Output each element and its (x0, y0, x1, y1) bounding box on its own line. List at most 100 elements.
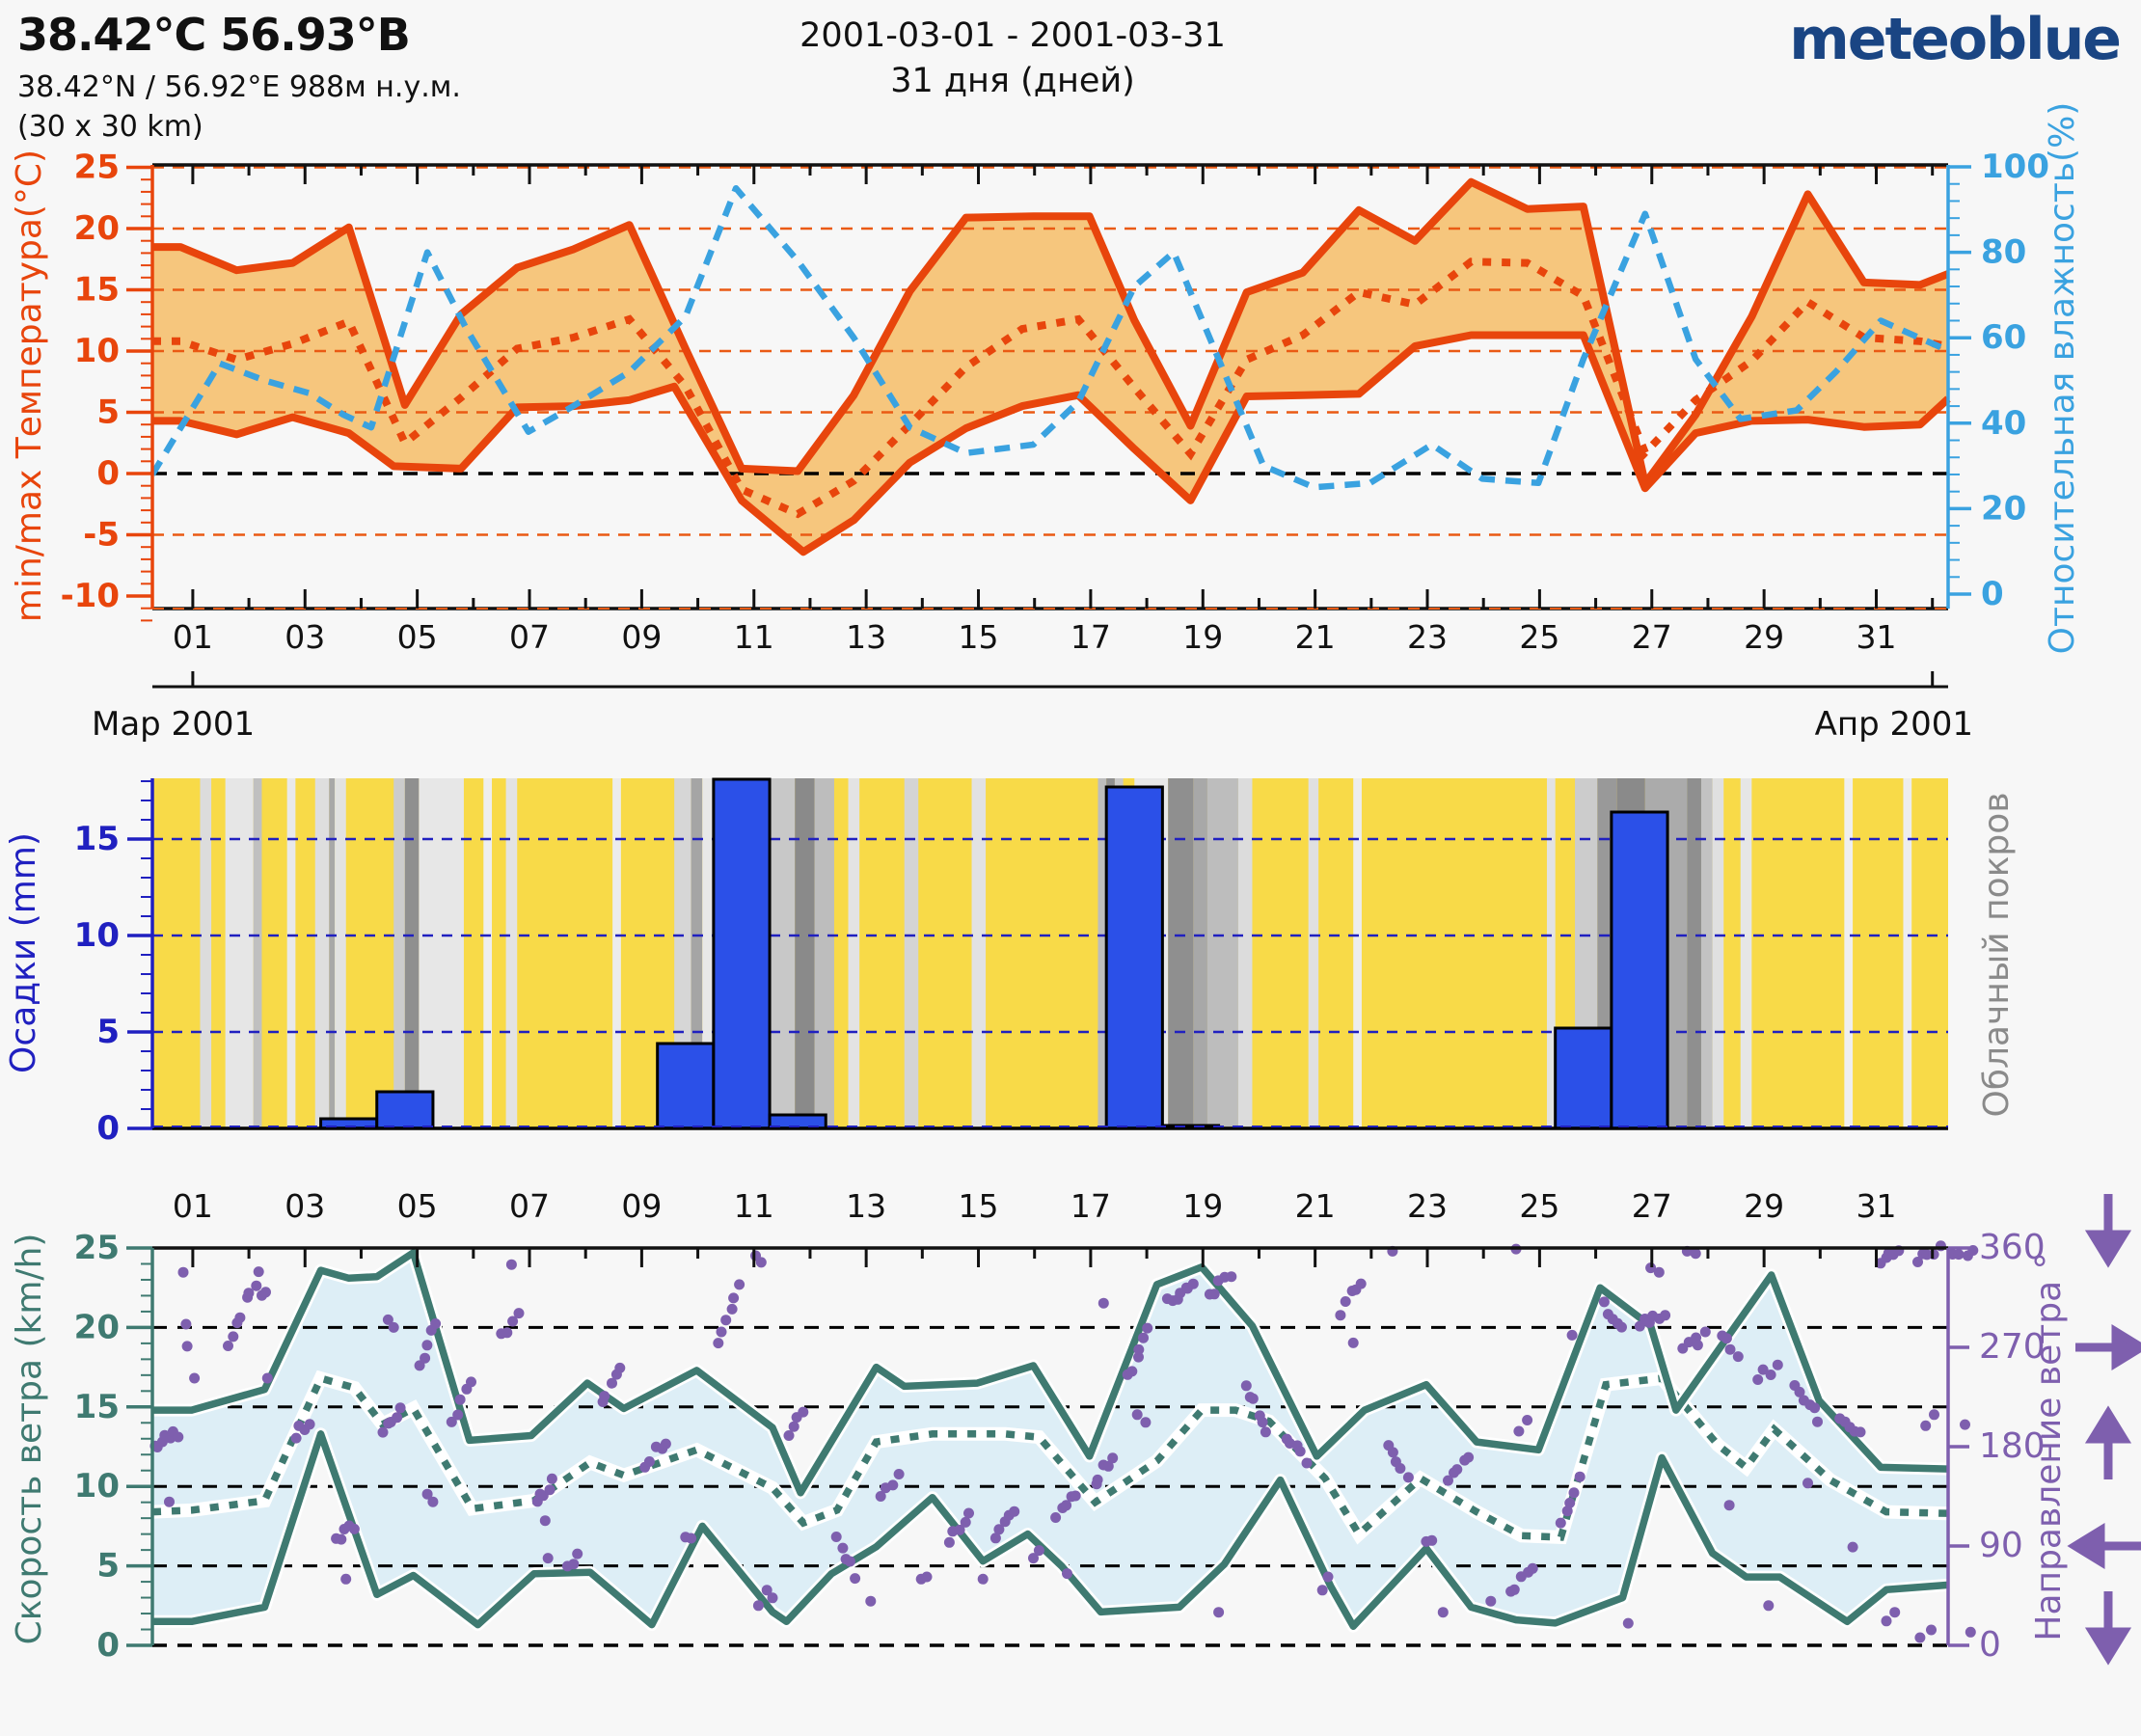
down-arrow-icon (2084, 1591, 2132, 1666)
cloud-cover-stripe (393, 778, 405, 1128)
day-label: 03 (285, 1187, 325, 1225)
day-label: 25 (1519, 1187, 1559, 1225)
axis-tick-label: 10 (74, 916, 120, 955)
precipitation-bar (656, 1042, 716, 1130)
day-label: 09 (621, 1187, 662, 1225)
day-label: 17 (1070, 618, 1111, 656)
axis-tick-label: 15 (74, 271, 120, 310)
axis-tick-label: 15 (74, 1388, 120, 1426)
cloud-cover-stripe (1193, 778, 1207, 1128)
cloud-cover-stripe (404, 778, 420, 1128)
wind-chart: 01 03 05 07 09 11 13 15 17 19 21 23 25 27 29 3125201510… (10, 1187, 2141, 1666)
cloud-cover-stripe (1740, 778, 1752, 1128)
axis-tick-label: 10 (74, 332, 120, 370)
cloud-cover-stripe (971, 778, 987, 1128)
temp-mean-line (152, 258, 1949, 519)
cloud-cover-stripe (814, 778, 834, 1128)
day-label: 19 (1182, 1187, 1223, 1225)
cloud-cover-stripe (848, 778, 860, 1128)
day-label: 03 (285, 618, 325, 656)
cloud-cover-stripe (329, 778, 336, 1128)
day-label: 29 (1744, 1187, 1784, 1225)
cloud-cover-stripe (795, 778, 815, 1128)
axis-tick-label: 25 (74, 1229, 120, 1267)
cloud-cover-stripe (674, 778, 691, 1128)
precipitation-bar (1610, 810, 1669, 1130)
axis-tick-label: -5 (83, 516, 120, 555)
day-label: 19 (1182, 618, 1223, 656)
cloud-cover-stripe (200, 778, 212, 1128)
precipitation-bar (712, 777, 772, 1130)
cloud-cover-stripe (483, 778, 493, 1128)
axis-tick-label: 5 (96, 1013, 120, 1051)
axis-tick-label: 80 (1981, 233, 2026, 272)
precipitation-bar (1554, 1026, 1613, 1130)
axis-tick-label: 15 (74, 820, 120, 858)
up-arrow-icon (2084, 1405, 2132, 1479)
axis-tick-label: 270 (1979, 1327, 2046, 1367)
axis-tick-label: 20 (74, 209, 120, 248)
grid-size: (30 x 30 km) (17, 110, 203, 144)
day-label: 23 (1407, 618, 1448, 656)
axis-tick-label: 0 (1979, 1625, 2001, 1665)
temp-max-line (152, 177, 1950, 488)
cloud-cover-stripe (419, 778, 464, 1128)
cloud-cover-stripe (1237, 778, 1253, 1128)
day-label: 21 (1295, 618, 1336, 656)
day-label: 25 (1519, 618, 1559, 656)
month-label-right: Апр 2001 (1815, 705, 1973, 744)
header-location-block: 38.42°С 56.93°В 38.42°N / 56.92°E 988м н… (17, 8, 461, 146)
down-arrow-icon (2084, 1194, 2132, 1268)
cloud-cover-stripe (691, 778, 703, 1128)
left-arrow-icon (2067, 1522, 2141, 1570)
precip-axis-title: Осадки (mm) (4, 832, 43, 1073)
axis-tick-label: 180 (1979, 1426, 2046, 1466)
day-count: 31 дня (дней) (890, 62, 1135, 101)
axis-tick-label: 100 (1981, 148, 2049, 186)
cloud-cover-stripe (314, 778, 330, 1128)
temp-axis-title: min/max Температура(°C) (10, 149, 49, 622)
day-label: 13 (846, 618, 886, 656)
axis-tick-label: 40 (1981, 404, 2026, 443)
cloud-cover-stripe (505, 778, 518, 1128)
cloud-cover-stripe (1687, 778, 1701, 1128)
axis-tick-label: 10 (74, 1467, 120, 1505)
day-label: 31 (1856, 1187, 1897, 1225)
axis-tick-label: 0 (96, 1109, 120, 1148)
cloud-cover-stripe (1546, 778, 1556, 1128)
header-period-block: 2001-03-01 - 2001-03-31 31 дня (дней) (617, 14, 1408, 105)
cloud-cover-stripe (1353, 778, 1362, 1128)
day-label: 17 (1070, 1187, 1111, 1225)
day-label: 15 (959, 1187, 999, 1225)
wind-band (152, 1252, 1948, 1627)
location-title: 38.42°С 56.93°В (17, 9, 411, 61)
month-label-left: Мар 2001 (92, 705, 255, 744)
cloud-cover-stripe (1206, 778, 1238, 1128)
wind-max-line (152, 1249, 1949, 1497)
wind-direction-axis-title: Направление ветра ° (2029, 1252, 2069, 1641)
cloud-cover-stripe (225, 778, 254, 1128)
precipitation-cloud-chart: 15 10 5 0 Осадки (mm) Облачный покров (4, 777, 2017, 1148)
right-arrow-icon (2075, 1323, 2141, 1371)
cloud-cover-stripe (1098, 778, 1107, 1128)
wind-min-line (152, 1430, 1949, 1630)
cloud-cover-stripe (1700, 778, 1713, 1128)
day-label: 31 (1856, 618, 1897, 656)
humidity-line (149, 184, 1950, 491)
day-label: 05 (397, 1187, 438, 1225)
cloud-cover-stripe (335, 778, 346, 1128)
axis-tick-label: 20 (1981, 489, 2026, 528)
day-label: 29 (1744, 618, 1784, 656)
axis-tick-label: 25 (74, 149, 120, 187)
day-label: 21 (1295, 1187, 1336, 1225)
cloud-cover-stripe (1844, 778, 1854, 1128)
cloud-cover-stripe (1903, 778, 1912, 1128)
day-label: 27 (1632, 618, 1672, 656)
day-label: 27 (1632, 1187, 1672, 1225)
meteoblue-logo: meteoblue (1789, 6, 2122, 73)
axis-tick-label: 5 (96, 1547, 120, 1586)
day-label: 05 (397, 618, 438, 656)
cloud-cover-stripe (904, 778, 919, 1128)
